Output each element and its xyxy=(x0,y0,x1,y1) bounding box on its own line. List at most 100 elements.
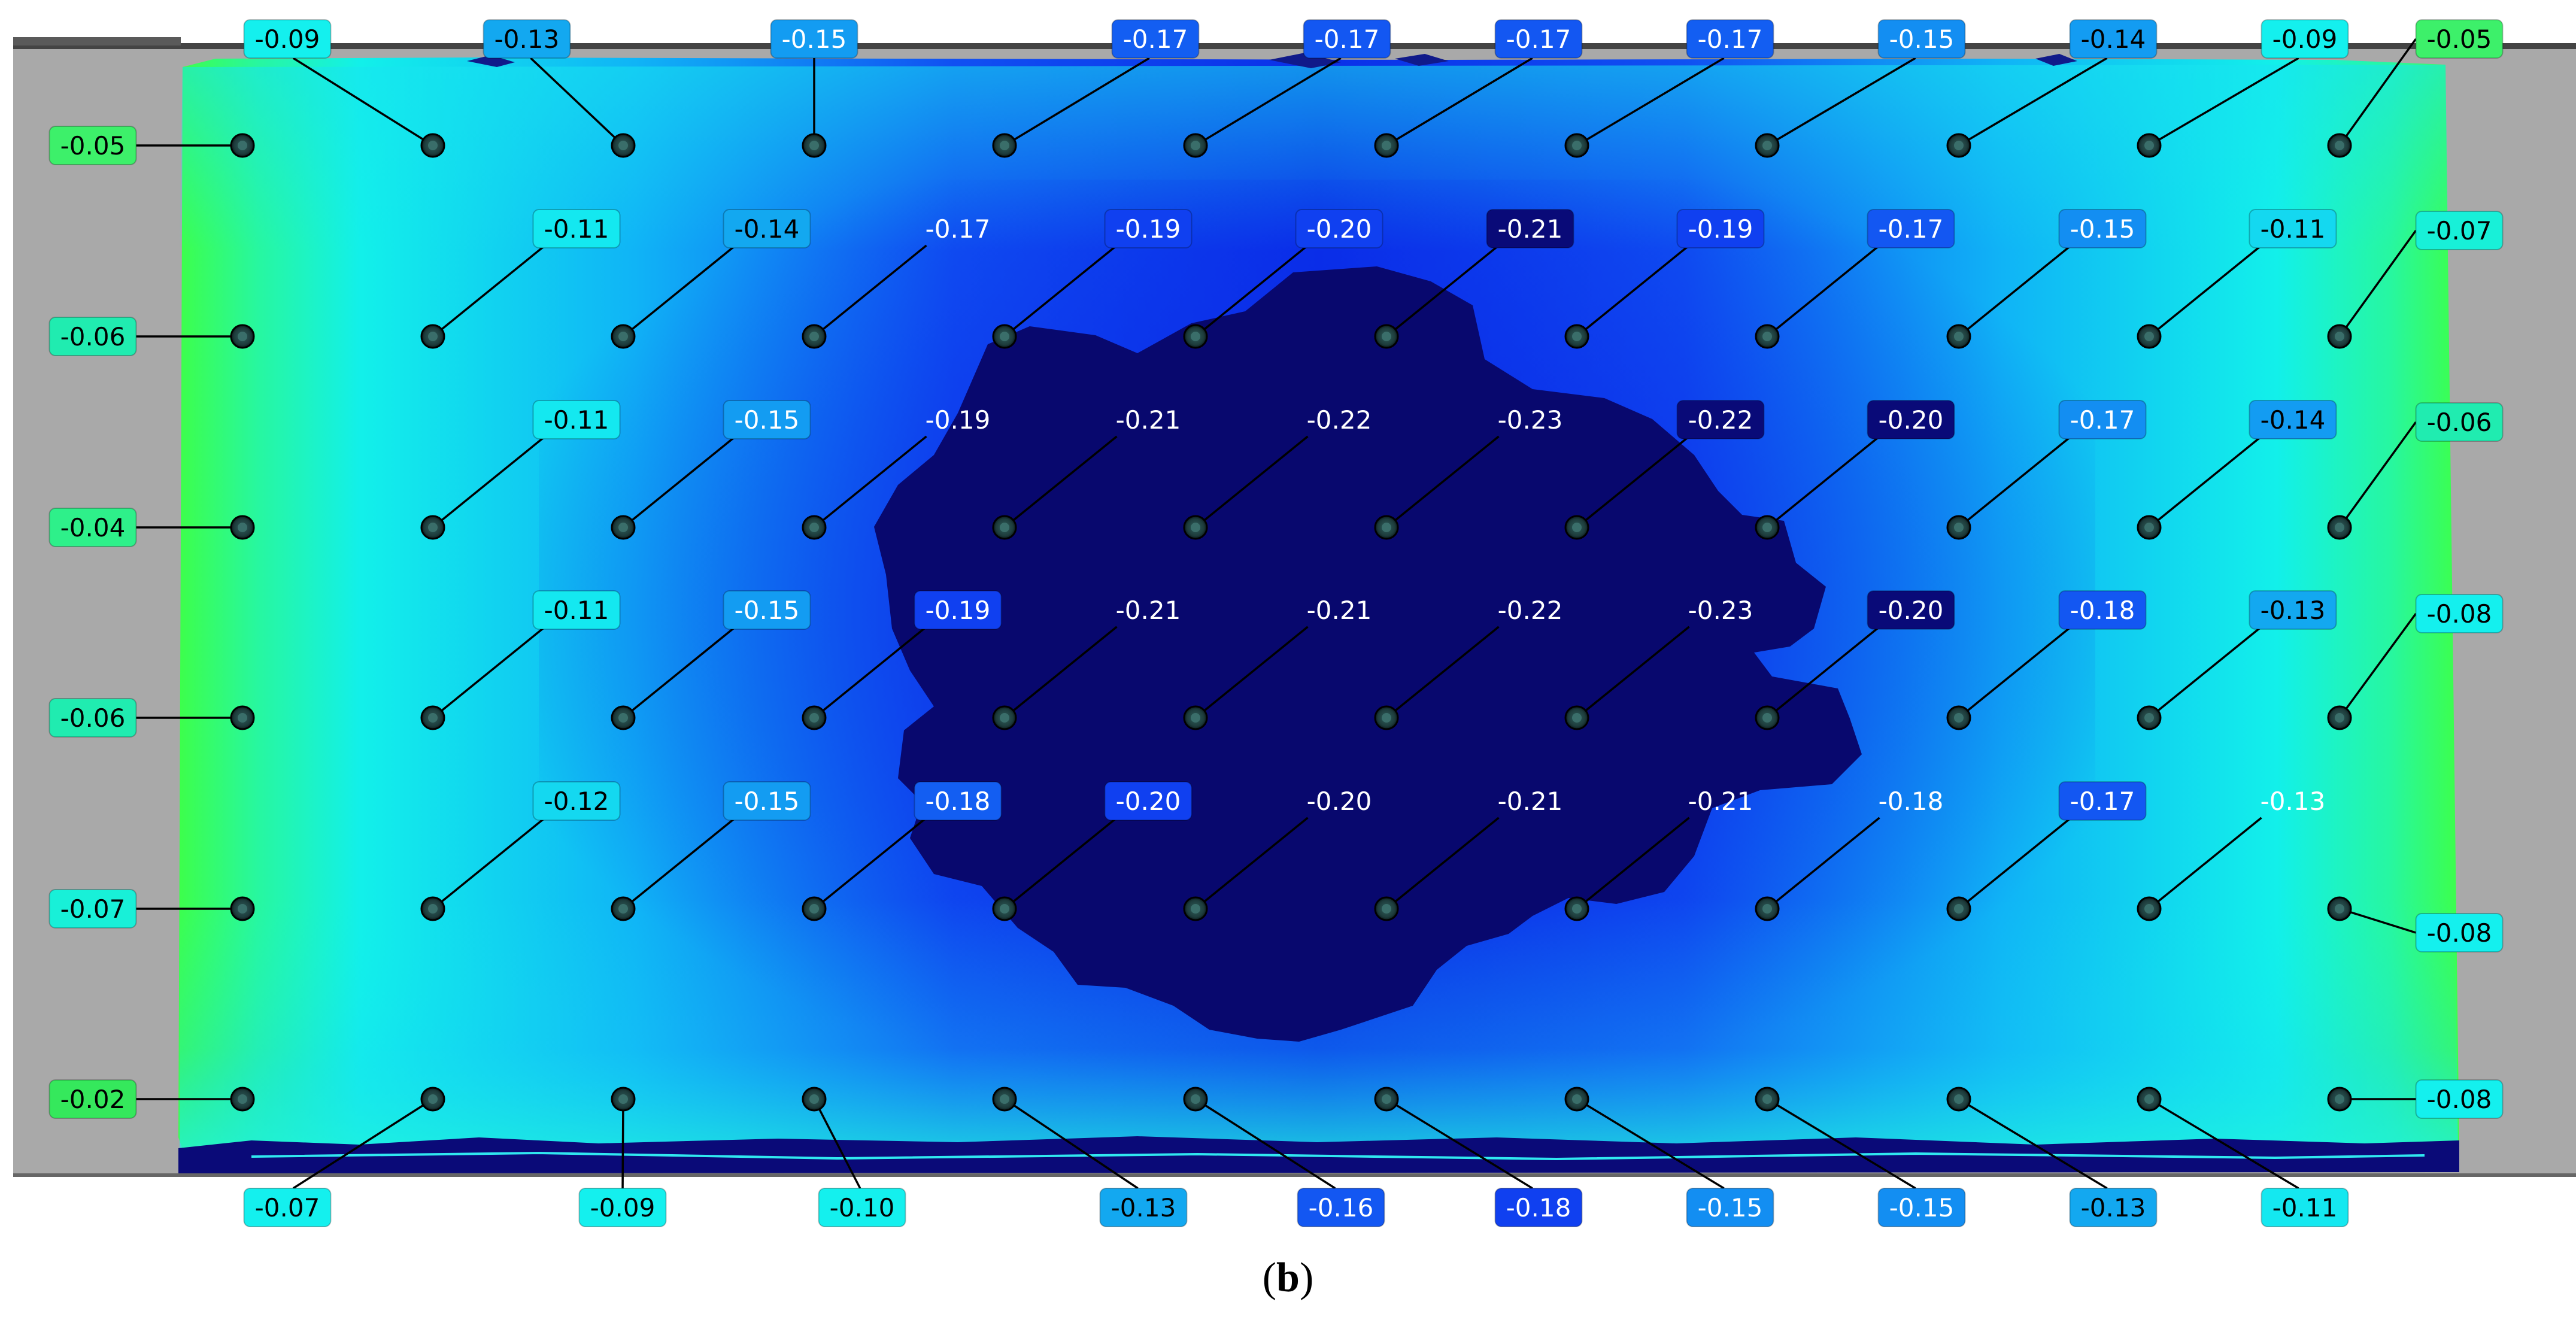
value-label: -0.15 xyxy=(2058,209,2147,248)
value-label: -0.19 xyxy=(1676,209,1765,248)
value-label-text: -0.22 xyxy=(1307,405,1372,435)
value-label-box xyxy=(2261,1188,2349,1227)
value-label-box xyxy=(2069,1188,2158,1227)
leader-line xyxy=(1958,1098,2108,1190)
value-label: -0.17 xyxy=(1111,19,1200,59)
measurement-point-center xyxy=(238,1094,247,1104)
value-label-text: -0.04 xyxy=(60,513,126,542)
value-label: -0.19 xyxy=(1104,209,1193,248)
value-label-text: -0.20 xyxy=(1307,214,1372,244)
leader-line xyxy=(1195,1098,1336,1190)
value-label: -0.22 xyxy=(1307,405,1372,435)
value-label-text: -0.05 xyxy=(2427,25,2492,54)
value-label-text: -0.20 xyxy=(1116,787,1181,816)
value-label-box xyxy=(1099,1188,1188,1227)
leader-line xyxy=(813,244,927,338)
value-label-text: -0.17 xyxy=(1698,25,1763,54)
value-label: -0.17 xyxy=(2058,781,2147,821)
value-label-text: -0.13 xyxy=(2261,596,2326,625)
value-label: -0.09 xyxy=(578,1188,667,1227)
value-label-text: -0.14 xyxy=(2261,405,2326,435)
value-label-box xyxy=(1104,781,1193,821)
measurement-point-center xyxy=(238,523,247,532)
measurement-point-center xyxy=(1954,1094,1964,1104)
measurement-point-center xyxy=(1191,523,1200,532)
plate-surface xyxy=(178,53,2459,1173)
value-label-text: -0.20 xyxy=(1307,787,1372,816)
leader-line xyxy=(813,817,927,910)
measurement-point-center xyxy=(428,332,438,341)
value-label-text: -0.21 xyxy=(1688,787,1753,816)
value-label-box xyxy=(532,590,621,630)
value-label-box xyxy=(723,781,811,821)
value-label-text: -0.13 xyxy=(2261,787,2326,816)
measurement-point-center xyxy=(428,1094,438,1104)
measurement-point-center xyxy=(2144,713,2154,723)
leader-line xyxy=(2148,626,2262,719)
value-label-box xyxy=(2058,590,2147,630)
value-label-text: -0.08 xyxy=(2427,1085,2492,1114)
leader-line xyxy=(2149,57,2299,147)
measurement-point-center xyxy=(2144,523,2154,532)
measurement-point-center xyxy=(618,332,628,341)
value-label: -0.11 xyxy=(532,400,621,439)
value-label: -0.15 xyxy=(1686,1188,1774,1227)
value-label-box xyxy=(2058,209,2147,248)
value-label: -0.07 xyxy=(2415,211,2504,250)
value-label-box xyxy=(1867,209,1955,248)
measurement-point-center xyxy=(809,332,819,341)
leader-line xyxy=(2338,421,2417,529)
value-label-box xyxy=(48,1079,137,1119)
value-label-box xyxy=(2069,19,2158,59)
value-label-text: -0.21 xyxy=(1498,787,1563,816)
value-label-box xyxy=(48,317,137,356)
measurement-point-center xyxy=(618,904,628,914)
leader-line xyxy=(622,817,736,910)
value-label-text: -0.13 xyxy=(2081,1193,2146,1222)
value-label-text: -0.06 xyxy=(60,322,126,351)
measurement-point-center xyxy=(1382,904,1391,914)
value-label: -0.17 xyxy=(926,214,991,244)
value-label-box xyxy=(578,1188,667,1227)
measurement-point-center xyxy=(1762,523,1772,532)
value-label-text: -0.14 xyxy=(2081,25,2146,54)
value-label-text: -0.07 xyxy=(255,1193,320,1222)
value-label: -0.18 xyxy=(2058,590,2147,630)
leader-line xyxy=(292,57,433,147)
value-label-text: -0.12 xyxy=(544,787,609,816)
value-label-box xyxy=(1494,19,1583,59)
leader-line xyxy=(1958,244,2072,338)
value-label-text: -0.15 xyxy=(782,25,847,54)
leader-line xyxy=(1766,626,1880,719)
value-label-text: -0.15 xyxy=(1889,1193,1955,1222)
value-label-text: -0.13 xyxy=(494,25,560,54)
measurement-point-center xyxy=(428,523,438,532)
measurement-point-center xyxy=(1954,332,1964,341)
measurement-point-center xyxy=(809,904,819,914)
top-edge-specks xyxy=(467,53,2077,68)
value-label-box xyxy=(532,781,621,821)
leader-line xyxy=(1385,817,1500,910)
value-label: -0.15 xyxy=(770,19,858,59)
measurement-point-center xyxy=(1954,523,1964,532)
value-label: -0.10 xyxy=(818,1188,906,1227)
panel-caption: (b) xyxy=(0,1248,2576,1308)
value-label-box xyxy=(1877,1188,1966,1227)
value-label-text: -0.15 xyxy=(735,596,800,625)
value-label-box xyxy=(1686,19,1774,59)
measurement-point-center xyxy=(2144,141,2154,150)
value-label: -0.15 xyxy=(723,590,811,630)
frame-top-edge xyxy=(13,43,2576,49)
leader-line xyxy=(2338,229,2417,338)
value-label-text: -0.11 xyxy=(544,405,609,435)
value-label: -0.11 xyxy=(2249,209,2337,248)
value-label-text: -0.21 xyxy=(1498,214,1563,244)
leader-line xyxy=(813,626,927,719)
leader-line xyxy=(1194,435,1309,529)
measurement-point-center xyxy=(428,904,438,914)
leader-line xyxy=(432,244,546,338)
value-label: -0.15 xyxy=(723,781,811,821)
value-label: -0.05 xyxy=(48,126,137,165)
leader-line xyxy=(1958,626,2072,719)
value-label-text: -0.15 xyxy=(1889,25,1955,54)
